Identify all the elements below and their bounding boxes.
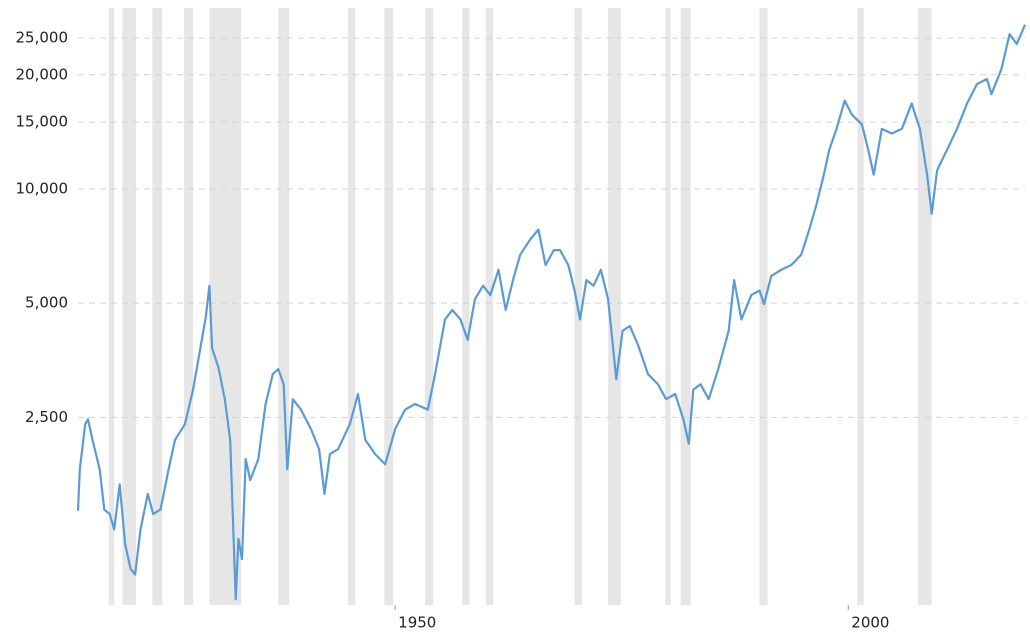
x-tick-label: 1950 [398, 614, 436, 632]
recession-band [680, 8, 691, 605]
y-tick-label: 25,000 [16, 29, 69, 47]
y-tick-label: 10,000 [16, 179, 69, 197]
recession-band [384, 8, 394, 605]
recession-band [152, 8, 163, 605]
y-tick-label: 15,000 [16, 113, 69, 131]
recession-band [209, 8, 242, 605]
y-tick-label: 2,500 [25, 408, 68, 426]
recession-band [857, 8, 864, 605]
recession-band [348, 8, 356, 605]
recession-band [485, 8, 494, 605]
y-tick-label: 20,000 [16, 65, 69, 83]
x-tick-label: 2000 [851, 614, 889, 632]
recession-band [122, 8, 136, 605]
recession-band [184, 8, 194, 605]
recession-band [462, 8, 470, 605]
recession-band [278, 8, 290, 605]
recession-band [608, 8, 621, 605]
recession-band [759, 8, 768, 605]
recession-band [918, 8, 932, 605]
recession-band [665, 8, 671, 605]
y-tick-label: 5,000 [25, 294, 68, 312]
recession-band [425, 8, 434, 605]
data-line [76, 24, 1027, 601]
recession-band [108, 8, 115, 605]
